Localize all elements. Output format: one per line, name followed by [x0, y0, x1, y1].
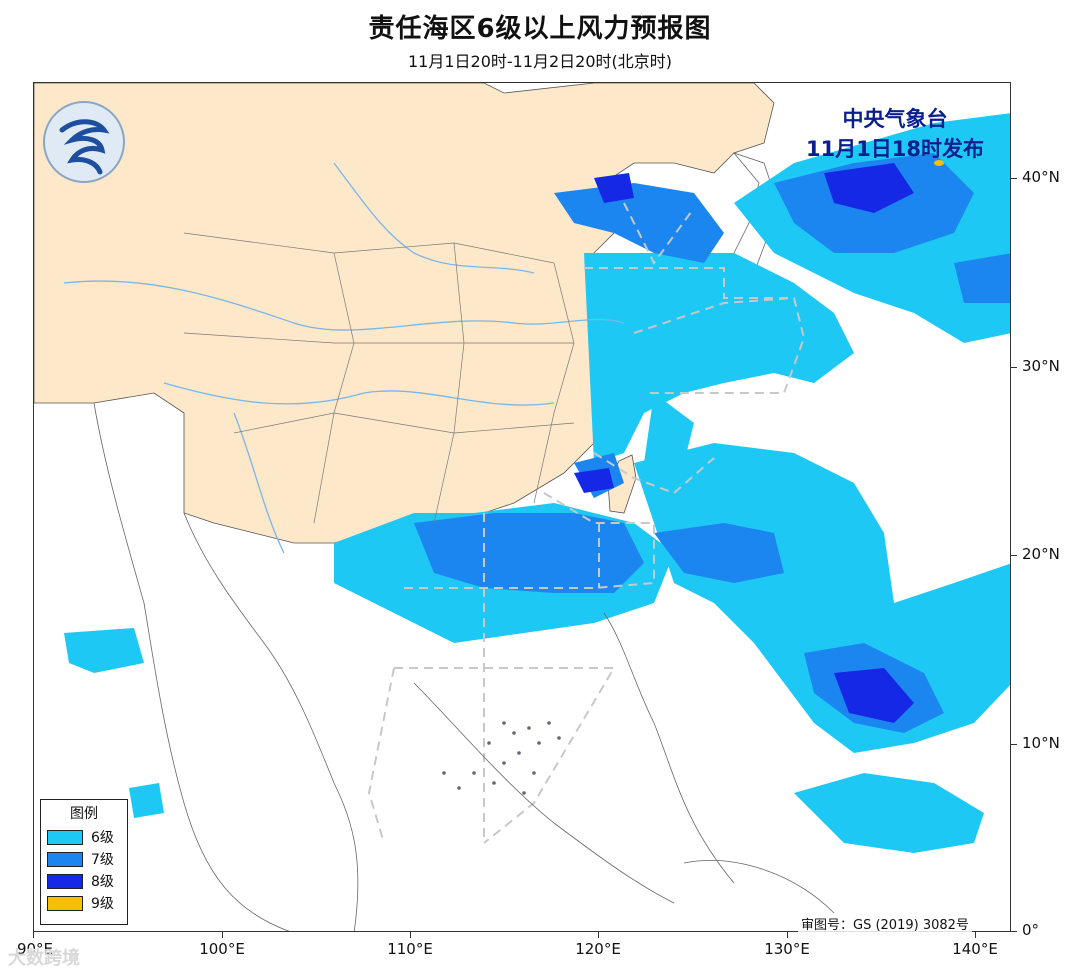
lat-label-20: 20°N [1022, 545, 1060, 563]
lat-label-0: 0° [1022, 921, 1040, 939]
watermark: 大数跨境 [8, 948, 80, 969]
wind-grade8 [574, 163, 914, 723]
lat-tick [1011, 931, 1017, 932]
lon-tick [787, 932, 788, 938]
review-number: 审图号：GS (2019) 3082号 [798, 914, 972, 933]
legend-item: 7级 [41, 848, 127, 870]
wind-grade7 [414, 153, 1010, 733]
legend-label: 9级 [91, 896, 114, 912]
legend-item: 6级 [41, 826, 127, 848]
lon-label-140: 140°E [952, 940, 998, 958]
legend-swatch-9 [47, 895, 83, 911]
lon-tick [598, 932, 599, 938]
lon-label-90: 90°E [16, 940, 54, 958]
legend-label: 8级 [91, 874, 114, 890]
rivers [63, 162, 625, 554]
lon-label-120: 120°E [575, 940, 621, 958]
legend-swatch-7 [47, 851, 83, 867]
lon-tick [222, 932, 223, 938]
lon-tick [975, 932, 976, 938]
legend-swatch-6 [47, 829, 83, 845]
wind-grade9-spot [934, 160, 944, 166]
lon-label-100: 100°E [199, 940, 245, 958]
issuer-block: 中央气象台 11月1日18时发布 [760, 104, 1030, 164]
map-subtitle: 11月1日20时-11月2日20时(北京时) [407, 52, 673, 71]
lon-tick [33, 932, 34, 938]
issuer-name: 中央气象台 [842, 107, 948, 131]
legend-label: 6级 [91, 830, 114, 846]
map-canvas [34, 83, 1010, 931]
country-outlines [93, 402, 835, 931]
island-dots [442, 721, 561, 795]
issuer-time: 11月1日18时发布 [805, 137, 985, 161]
legend: 图例 6级 7级 8级 9级 [40, 799, 128, 925]
lat-label-10: 10°N [1022, 734, 1060, 752]
legend-label: 7级 [91, 852, 114, 868]
legend-item: 9级 [41, 892, 127, 914]
cma-logo-icon [42, 100, 126, 184]
lat-label-30: 30°N [1022, 357, 1060, 375]
lat-tick [1011, 744, 1017, 745]
province-lines [183, 232, 575, 524]
legend-item: 8级 [41, 870, 127, 892]
map-title: 责任海区6级以上风力预报图 [368, 14, 712, 44]
lat-tick [1011, 367, 1017, 368]
lat-tick [1011, 178, 1017, 179]
legend-swatch-8 [47, 873, 83, 889]
map-area[interactable] [33, 82, 1011, 932]
legend-title: 图例 [70, 806, 98, 822]
lat-label-40: 40°N [1022, 168, 1060, 186]
lon-tick [410, 932, 411, 938]
lat-tick [1011, 555, 1017, 556]
lon-label-110: 110°E [387, 940, 433, 958]
lon-label-130: 130°E [764, 940, 810, 958]
sea-area-boundaries [367, 202, 806, 844]
